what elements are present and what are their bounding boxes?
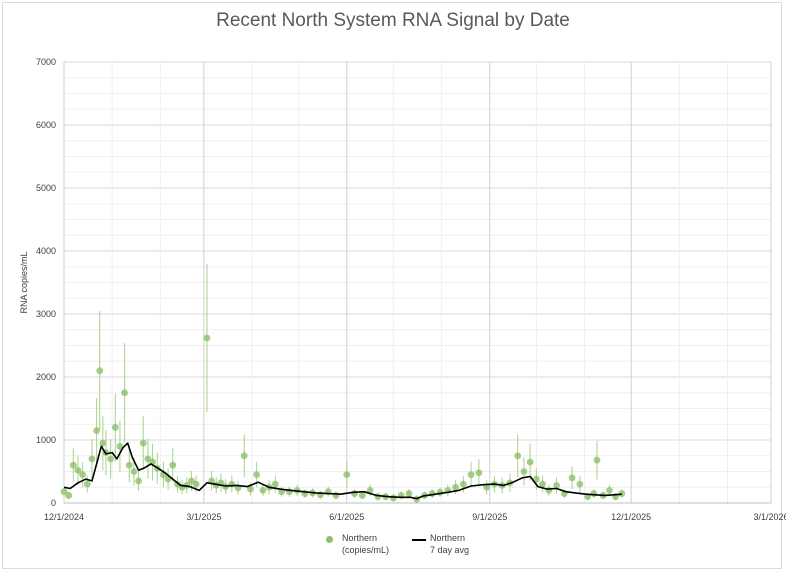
- data-point: [467, 471, 475, 479]
- data-point: [271, 480, 279, 488]
- data-point: [116, 442, 124, 450]
- data-point: [532, 475, 540, 483]
- legend-scatter-label-line2: (copies/mL): [342, 545, 390, 555]
- data-point: [83, 480, 91, 488]
- data-point: [351, 490, 358, 497]
- y-tick-label: 6000: [36, 120, 56, 130]
- data-point: [65, 492, 73, 499]
- x-tick-label: 12/1/2025: [611, 512, 651, 522]
- data-point: [139, 439, 147, 447]
- data-point: [483, 483, 491, 491]
- data-point: [374, 493, 382, 501]
- legend-avg-label-line1: Northern: [430, 533, 466, 543]
- legend-avg-label-line2: 7 day avg: [430, 545, 470, 555]
- data-point: [539, 480, 546, 488]
- legend-avg-label: Northern 7 day avg: [430, 532, 469, 556]
- y-tick-label: 5000: [36, 183, 56, 193]
- legend-scatter-label-line1: Northern: [342, 533, 378, 543]
- data-point: [169, 461, 177, 469]
- data-point: [253, 471, 261, 479]
- x-tick-label: 3/1/2025: [186, 512, 221, 522]
- chart-legend: Northern (copies/mL) Northern 7 day avg: [320, 532, 500, 564]
- data-point: [343, 471, 351, 479]
- data-point: [107, 455, 115, 463]
- y-tick-label: 0: [51, 498, 56, 508]
- data-point: [125, 461, 133, 469]
- data-point: [606, 487, 613, 494]
- data-point: [88, 455, 96, 463]
- data-point: [130, 468, 138, 475]
- x-tick-label: 6/1/2025: [329, 512, 364, 522]
- data-point: [593, 456, 601, 464]
- avg-line: [63, 442, 622, 500]
- data-point: [240, 452, 248, 460]
- x-tick-label: 9/1/2025: [472, 512, 507, 522]
- data-point: [568, 474, 576, 482]
- data-point: [618, 490, 626, 497]
- data-point: [192, 480, 200, 488]
- data-point: [79, 471, 87, 479]
- data-point: [545, 487, 553, 494]
- data-point: [358, 492, 366, 499]
- chart-title: Recent North System RNA Signal by Date: [216, 10, 570, 31]
- data-point: [436, 488, 444, 496]
- data-point: [452, 483, 459, 491]
- data-point: [405, 490, 413, 497]
- y-tick-label: 2000: [36, 372, 56, 382]
- data-point: [69, 461, 77, 469]
- data-point: [590, 490, 598, 497]
- data-point: [514, 452, 522, 460]
- y-tick-label: 7000: [36, 57, 56, 67]
- data-point: [526, 458, 534, 466]
- data-point: [366, 487, 374, 494]
- data-point: [96, 367, 104, 375]
- data-point: [121, 389, 128, 397]
- data-point: [259, 487, 267, 494]
- data-point: [111, 424, 119, 431]
- data-point: [459, 480, 467, 488]
- legend-avg-marker: [412, 539, 426, 541]
- legend-scatter-label: Northern (copies/mL): [342, 532, 389, 556]
- data-point: [99, 439, 107, 447]
- data-point: [135, 477, 142, 485]
- data-point: [475, 469, 483, 477]
- y-tick-label: 3000: [36, 309, 56, 319]
- y-tick-label: 4000: [36, 246, 56, 256]
- legend-scatter-marker: [326, 536, 333, 543]
- data-point: [520, 468, 528, 475]
- data-point: [390, 494, 397, 502]
- x-tick-label: 12/1/2024: [44, 512, 84, 522]
- y-tick-label: 1000: [36, 435, 56, 445]
- x-tick-label: 3/1/2026: [753, 512, 786, 522]
- data-point: [203, 334, 211, 342]
- data-point: [247, 485, 254, 493]
- data-point: [576, 480, 584, 488]
- data-point: [553, 481, 560, 489]
- y-axis-title: RNA copies/mL: [19, 251, 29, 313]
- data-point: [93, 427, 101, 434]
- data-point: [74, 466, 82, 474]
- data-point: [60, 488, 68, 496]
